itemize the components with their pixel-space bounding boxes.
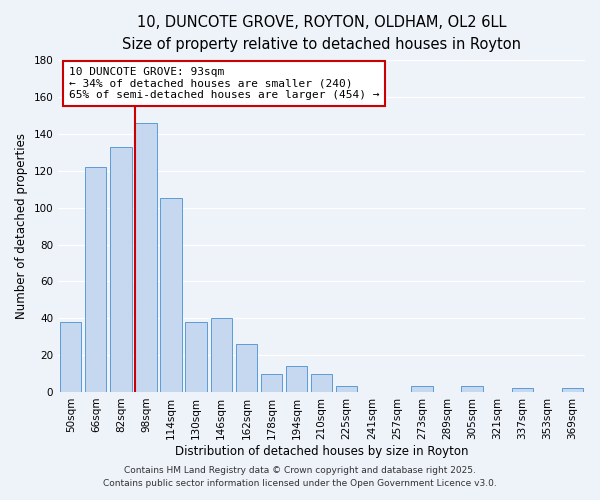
X-axis label: Distribution of detached houses by size in Royton: Distribution of detached houses by size …	[175, 444, 469, 458]
Bar	[311, 374, 332, 392]
Bar	[85, 167, 106, 392]
Text: Contains HM Land Registry data © Crown copyright and database right 2025.
Contai: Contains HM Land Registry data © Crown c…	[103, 466, 497, 487]
Bar	[261, 374, 282, 392]
Title: 10, DUNCOTE GROVE, ROYTON, OLDHAM, OL2 6LL
Size of property relative to detached: 10, DUNCOTE GROVE, ROYTON, OLDHAM, OL2 6…	[122, 15, 521, 52]
Bar	[160, 198, 182, 392]
Bar	[512, 388, 533, 392]
Bar	[411, 386, 433, 392]
Bar	[461, 386, 483, 392]
Bar	[60, 322, 82, 392]
Bar	[336, 386, 358, 392]
Bar	[562, 388, 583, 392]
Bar	[110, 147, 131, 392]
Bar	[136, 123, 157, 392]
Text: 10 DUNCOTE GROVE: 93sqm
← 34% of detached houses are smaller (240)
65% of semi-d: 10 DUNCOTE GROVE: 93sqm ← 34% of detache…	[69, 67, 379, 100]
Bar	[211, 318, 232, 392]
Bar	[236, 344, 257, 392]
Y-axis label: Number of detached properties: Number of detached properties	[15, 133, 28, 319]
Bar	[286, 366, 307, 392]
Bar	[185, 322, 207, 392]
